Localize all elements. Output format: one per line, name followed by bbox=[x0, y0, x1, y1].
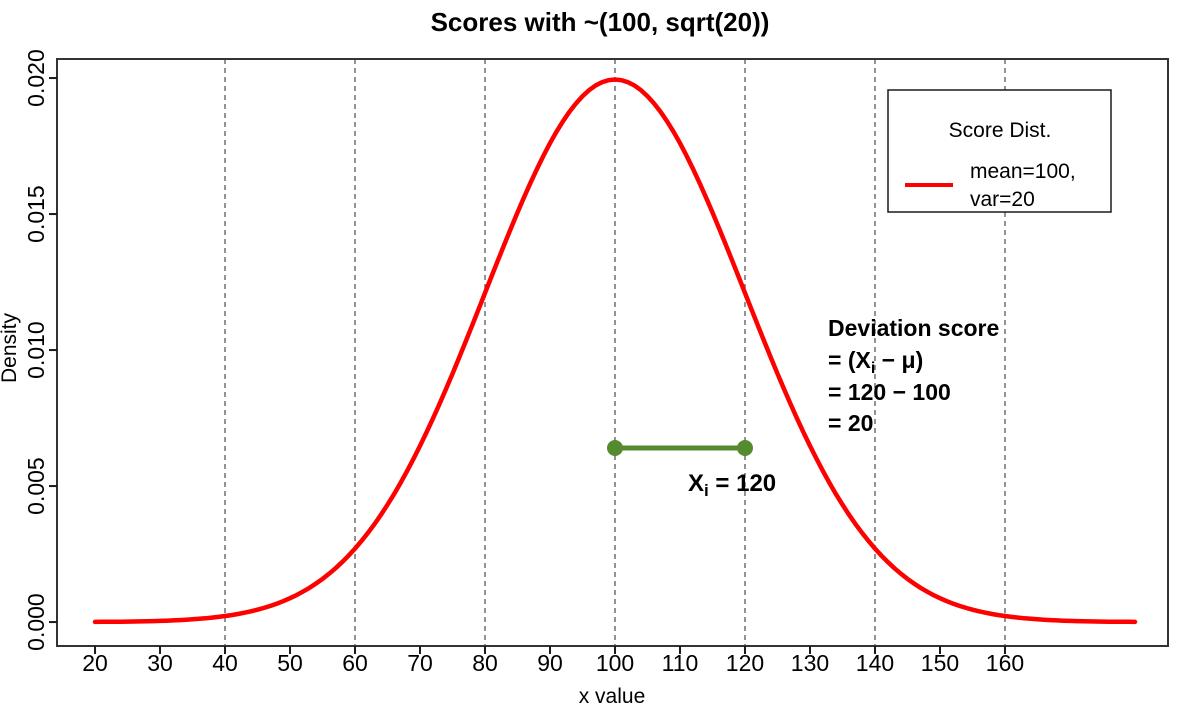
axis-ticks: 20 30 40 50 60 70 80 90 100 110 120 130 140 150 160 0.0… bbox=[23, 49, 1024, 676]
x-tick-label: 150 bbox=[921, 650, 959, 676]
annotations: Xi = 120 Deviation score = (Xi − μ)= 120 −… bbox=[607, 315, 999, 500]
x-tick-label: 160 bbox=[986, 650, 1024, 676]
legend: Score Dist. mean=100, var=20 bbox=[887, 89, 1112, 213]
x-tick-label: 120 bbox=[726, 650, 764, 676]
x-tick-label: 50 bbox=[277, 650, 303, 676]
deviation-segment-left-dot bbox=[607, 439, 624, 456]
x-tick-label: 60 bbox=[342, 650, 368, 676]
x-axis-label: x value bbox=[579, 685, 646, 708]
xi-value-label: Xi = 120 bbox=[688, 470, 776, 500]
series bbox=[92, 77, 1138, 625]
density-curve bbox=[92, 77, 1138, 625]
x-tick-label: 110 bbox=[662, 650, 699, 676]
x-tick-label: 80 bbox=[472, 650, 498, 676]
legend-entry-line2: var=20 bbox=[970, 188, 1035, 211]
x-tick-label: 20 bbox=[82, 650, 108, 676]
deviation-segment-right-dot bbox=[736, 439, 753, 456]
deviation-score-annotation-line-1: Deviation score bbox=[828, 315, 999, 341]
x-tick-label: 30 bbox=[147, 650, 173, 676]
y-tick-label: 0.010 bbox=[23, 321, 49, 379]
legend-title: Score Dist. bbox=[949, 119, 1052, 142]
deviation-score-annotation-line-4: = 20 bbox=[828, 410, 873, 436]
deviation-score-annotation-line-2: = (Xi − μ) bbox=[828, 347, 923, 377]
x-tick-label: 140 bbox=[856, 650, 894, 676]
x-tick-label: 100 bbox=[596, 650, 634, 676]
legend-box bbox=[887, 89, 1112, 213]
plot-area bbox=[56, 58, 1169, 647]
x-tick-label: 40 bbox=[212, 650, 238, 676]
deviation-score-annotation-line-3: = 120 − 100 bbox=[828, 379, 951, 405]
y-axis-label: Density bbox=[0, 312, 21, 383]
y-tick-label: 0.020 bbox=[23, 49, 49, 107]
y-tick-label: 0.000 bbox=[23, 593, 49, 651]
y-tick-label: 0.005 bbox=[23, 457, 49, 515]
x-tick-label: 130 bbox=[791, 650, 829, 676]
chart-title: Scores with ~(100, sqrt(20)) bbox=[431, 7, 770, 37]
x-tick-label: 70 bbox=[407, 650, 433, 676]
x-tick-label: 90 bbox=[537, 650, 563, 676]
y-tick-label: 0.015 bbox=[23, 185, 49, 243]
legend-entry-line1: mean=100, bbox=[970, 160, 1076, 183]
